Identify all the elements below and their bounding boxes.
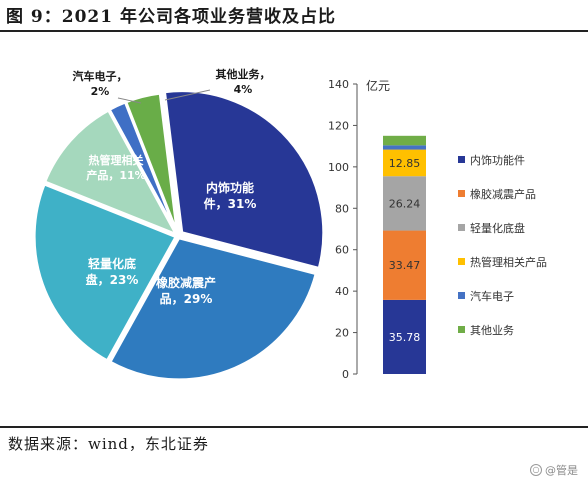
legend-label-3: 轻量化底盘 xyxy=(470,221,525,235)
bar-value-label-4: 12.85 xyxy=(389,157,421,170)
pie-label-1: 内饰功能件，31% xyxy=(204,180,257,211)
y-tick-label: 40 xyxy=(335,285,349,298)
pie-label-line: 产品，11% xyxy=(86,168,145,182)
pie-label-5: 汽车电子， 2% xyxy=(73,69,128,98)
watermark-text: @管是 xyxy=(545,464,578,477)
y-axis-label: 亿元 xyxy=(366,78,390,93)
pie-slice-2 xyxy=(107,236,319,382)
pie-label-line: 2% xyxy=(91,85,110,98)
source-note: 数据来源：wind，东北证券 xyxy=(8,435,209,453)
source-rule xyxy=(0,426,588,428)
y-tick-label: 120 xyxy=(328,119,349,132)
pie-label-line: 汽车电子， xyxy=(73,69,128,83)
bar-segment-3 xyxy=(383,176,426,231)
y-tick-label: 60 xyxy=(335,244,349,257)
pie-label-line: 内饰功能 xyxy=(206,180,254,195)
legend-swatch-3 xyxy=(458,224,465,231)
pie-callout-line-6 xyxy=(164,89,211,101)
bar-segment-1 xyxy=(383,299,426,374)
watermark-icon: ○ xyxy=(530,464,542,476)
y-tick-label: 0 xyxy=(342,368,349,381)
legend-label-6: 其他业务 xyxy=(470,324,514,337)
legend-swatch-5 xyxy=(458,292,465,299)
watermark: ○ @管是 xyxy=(530,462,578,478)
legend-label-2: 橡胶减震产品 xyxy=(470,187,536,201)
y-tick-label: 140 xyxy=(328,78,349,91)
pie-label-4: 热管理相关产品，11% xyxy=(86,153,145,182)
bar-value-label-2: 33.47 xyxy=(389,259,421,272)
bar-segment-6 xyxy=(383,135,426,146)
pie-slice-6 xyxy=(123,91,179,235)
pie-label-line: 热管理相关 xyxy=(89,153,144,167)
legend-swatch-6 xyxy=(458,326,465,333)
bar-value-label-1: 35.78 xyxy=(389,331,421,344)
pie-label-2: 橡胶减震产品，29% xyxy=(156,275,216,306)
bar-value-label-3: 26.24 xyxy=(389,197,421,210)
pie-slice-3 xyxy=(32,181,179,363)
title-rule xyxy=(0,30,588,32)
pie-label-line: 盘，23% xyxy=(86,272,139,287)
pie-label-3: 轻量化底盘，23% xyxy=(86,256,139,287)
legend-label-1: 内饰功能件 xyxy=(470,153,525,167)
pie-label-line: 轻量化底 xyxy=(88,256,136,271)
legend-label-4: 热管理相关产品 xyxy=(470,255,547,269)
pie-label-line: 4% xyxy=(234,83,253,96)
bar-segment-4 xyxy=(383,149,426,177)
pie-label-line: 品，29% xyxy=(160,292,213,306)
bar-segment-5 xyxy=(383,145,426,150)
pie-label-line: 其他业务， xyxy=(216,67,271,81)
y-tick-label: 100 xyxy=(328,161,349,174)
pie-label-6: 其他业务， 4% xyxy=(216,67,271,96)
stacked-bar-chart: 0 20 40 60 80 100 120 140 亿元 35.78 33.47 26.24 12.85… xyxy=(328,78,547,381)
pie-chart: 内饰功能件，31% 橡胶减震产品，29% 轻量化底盘，23% 热管理相关产品，11% 汽… xyxy=(32,67,326,382)
legend-swatch-1 xyxy=(458,156,465,163)
legend-swatch-2 xyxy=(458,190,465,197)
legend-swatch-4 xyxy=(458,258,465,265)
pie-label-line: 橡胶减震产 xyxy=(156,275,216,290)
legend-label-5: 汽车电子 xyxy=(470,289,514,303)
figure-title: 图 9：2021 年公司各项业务营收及占比 xyxy=(6,7,336,27)
pie-callout-line-5 xyxy=(117,97,142,104)
y-tick-label: 80 xyxy=(335,202,349,215)
pie-label-line: 件，31% xyxy=(204,196,257,211)
pie-slice-1 xyxy=(162,89,326,271)
pie-slice-4 xyxy=(42,107,180,238)
bar-segment-2 xyxy=(383,230,426,300)
y-tick-label: 20 xyxy=(335,327,349,340)
